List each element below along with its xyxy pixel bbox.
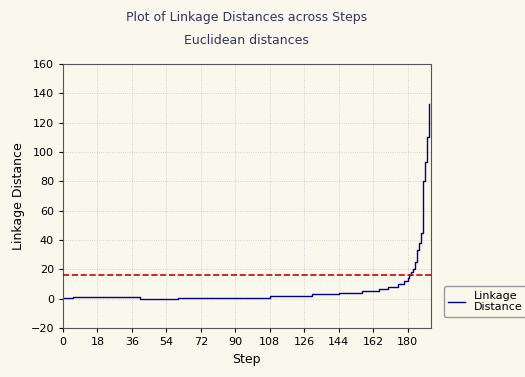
Y-axis label: Linkage Distance: Linkage Distance	[12, 142, 25, 250]
X-axis label: Step: Step	[233, 352, 261, 366]
Legend: Linkage
Distance: Linkage Distance	[444, 287, 525, 317]
Text: Euclidean distances: Euclidean distances	[184, 34, 309, 47]
Text: Plot of Linkage Distances across Steps: Plot of Linkage Distances across Steps	[126, 11, 368, 24]
